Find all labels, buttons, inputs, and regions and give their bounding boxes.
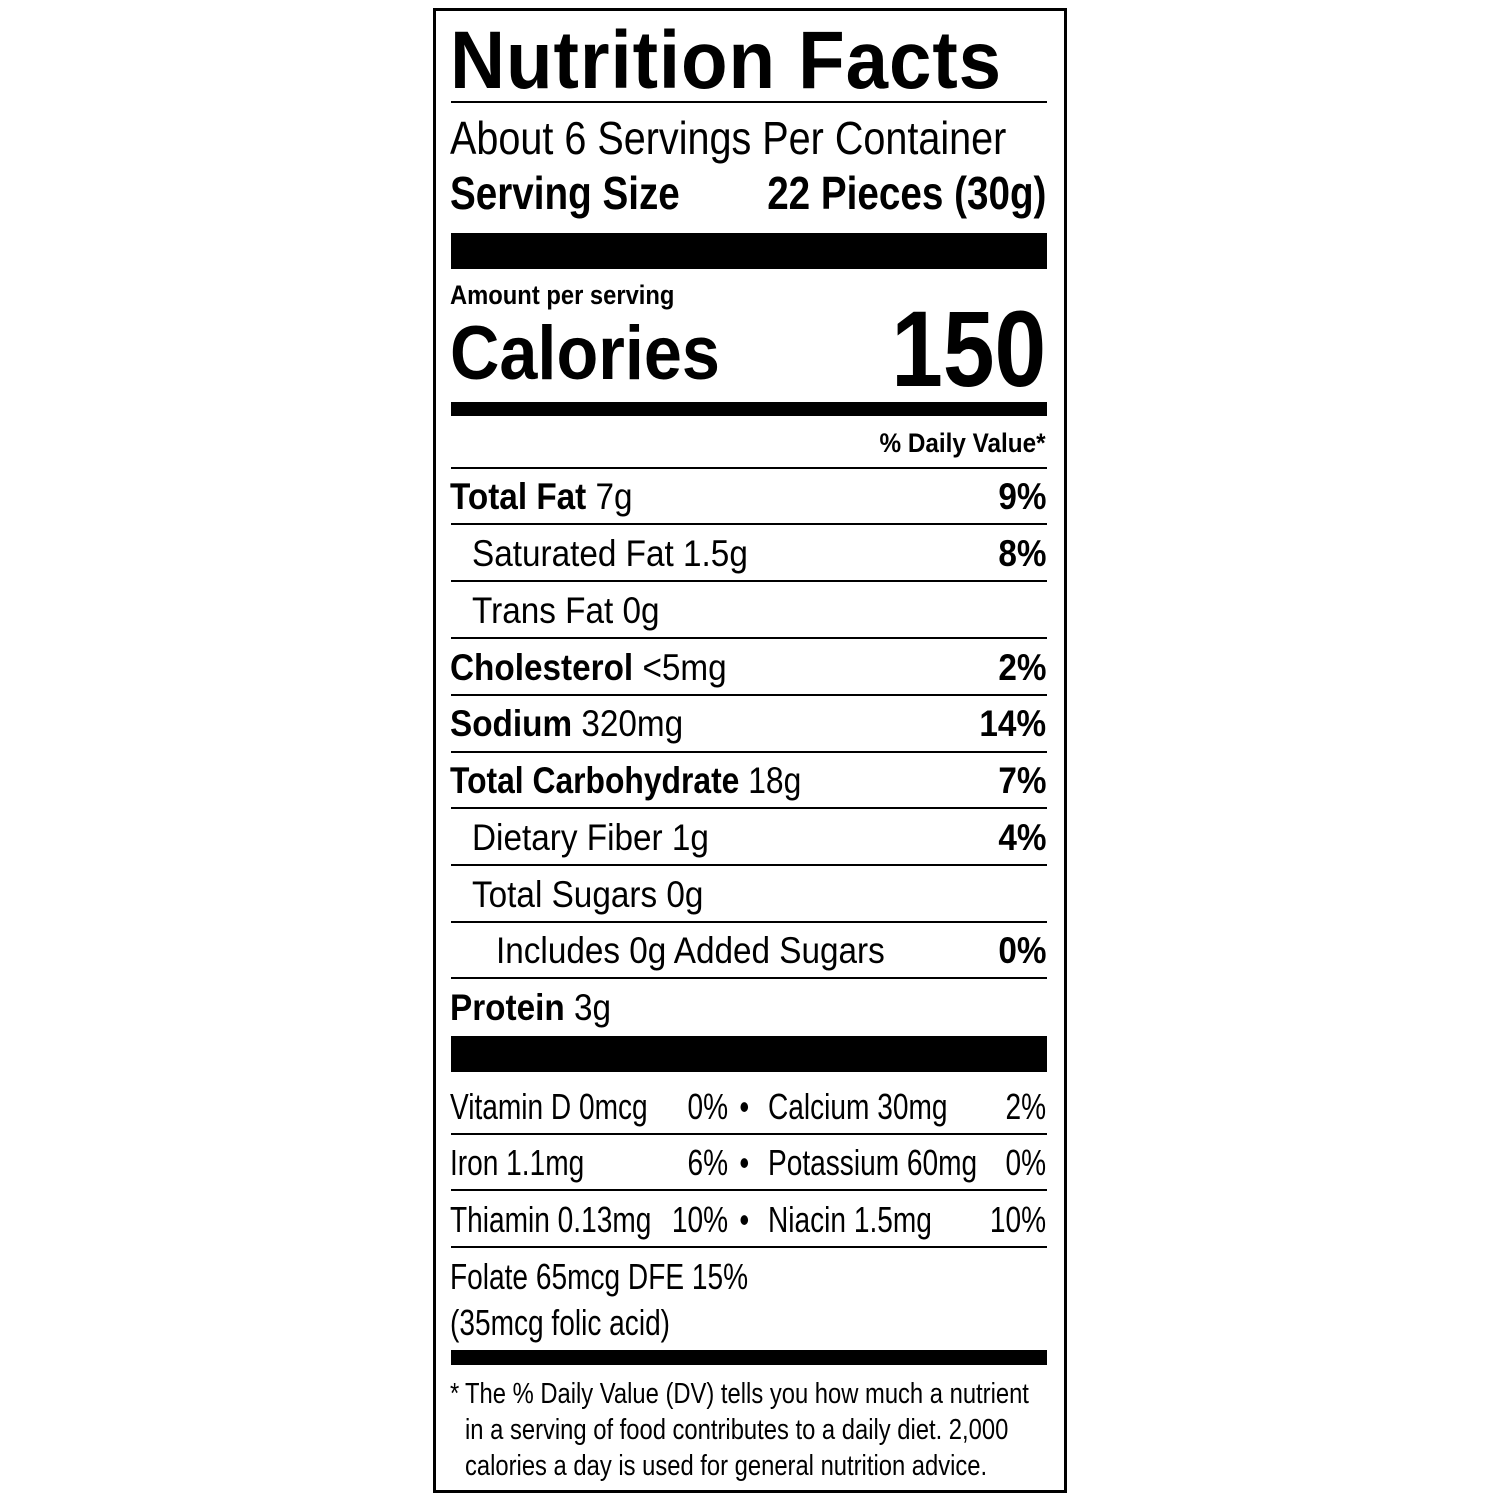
calcium: Calcium 30mg [768, 1086, 948, 1127]
vitamin-d-dv: 0% [687, 1086, 728, 1127]
bullet: • [739, 1086, 750, 1127]
medium-divider [451, 402, 1047, 416]
footnote-star: * [450, 1378, 460, 1410]
nutrient-row-protein: Protein 3g [450, 987, 612, 1028]
footnote-line: calories a day is used for general nutri… [465, 1450, 988, 1482]
sodium-dv: 14% [979, 703, 1046, 744]
nutrient-row-sodium: Sodium 320mg [450, 703, 684, 744]
nutrient-row-added-sugars: Includes 0g Added Sugars [496, 930, 885, 971]
iron-dv: 6% [687, 1142, 728, 1183]
thiamin-dv: 10% [671, 1199, 728, 1240]
folate: Folate 65mcg DFE 15% [450, 1256, 749, 1297]
folic-acid: (35mcg folic acid) [450, 1302, 671, 1343]
saturated-fat-dv: 8% [997, 533, 1046, 574]
servings-per-container: About 6 Servings Per Container [450, 112, 1007, 164]
calcium-dv: 2% [1005, 1086, 1046, 1127]
footnote-line: in a serving of food contributes to a da… [465, 1414, 1009, 1446]
label-title: Nutrition Facts [450, 15, 1003, 106]
divider [451, 977, 1047, 979]
divider [451, 580, 1047, 582]
nutrient-row-total-sugars: Total Sugars 0g [472, 874, 704, 915]
divider [451, 864, 1047, 866]
nutrient-row-total-fat: Total Fat 7g [450, 476, 633, 517]
iron: Iron 1.1mg [450, 1142, 585, 1183]
nutrient-row-dietary-fiber: Dietary Fiber 1g [472, 817, 709, 858]
serving-size-value: 22 Pieces (30g) [766, 167, 1046, 219]
dietary-fiber-dv: 4% [997, 817, 1046, 858]
nutrition-label-border [433, 8, 1067, 1493]
potassium: Potassium 60mg [768, 1142, 978, 1183]
nutrient-row-trans-fat: Trans Fat 0g [472, 590, 660, 631]
thiamin: Thiamin 0.13mg [450, 1199, 652, 1240]
nutrient-row-saturated-fat: Saturated Fat 1.5g [472, 533, 748, 574]
daily-value-header: % Daily Value* [879, 428, 1046, 458]
divider [451, 523, 1047, 525]
nutrient-row-total-carbohydrate: Total Carbohydrate 18g [450, 760, 802, 801]
bullet: • [739, 1199, 750, 1240]
nutrient-row-cholesterol: Cholesterol <5mg [450, 647, 727, 688]
added-sugars-dv: 0% [997, 930, 1046, 971]
amount-per-serving: Amount per serving [450, 280, 675, 310]
bullet: • [739, 1142, 750, 1183]
calories-value: 150 [891, 288, 1046, 409]
divider [451, 467, 1047, 469]
divider [451, 637, 1047, 639]
vitamin-d: Vitamin D 0mcg [450, 1086, 648, 1127]
footnote-line: The % Daily Value (DV) tells you how muc… [465, 1378, 1029, 1410]
niacin-dv: 10% [989, 1199, 1046, 1240]
divider [451, 1189, 1047, 1191]
thick-divider [451, 233, 1047, 269]
divider [451, 751, 1047, 753]
thick-divider [451, 1036, 1047, 1072]
niacin: Niacin 1.5mg [768, 1199, 932, 1240]
divider [451, 921, 1047, 923]
total-carbohydrate-dv: 7% [997, 760, 1046, 801]
divider [451, 1133, 1047, 1135]
divider [451, 101, 1047, 103]
divider [451, 807, 1047, 809]
divider [451, 1246, 1047, 1248]
divider [451, 694, 1047, 696]
calories-label: Calories [450, 311, 720, 396]
cholesterol-dv: 2% [997, 647, 1046, 688]
medium-divider [451, 1350, 1047, 1365]
total-fat-dv: 9% [997, 476, 1046, 517]
serving-size-label: Serving Size [450, 167, 680, 219]
potassium-dv: 0% [1005, 1142, 1046, 1183]
